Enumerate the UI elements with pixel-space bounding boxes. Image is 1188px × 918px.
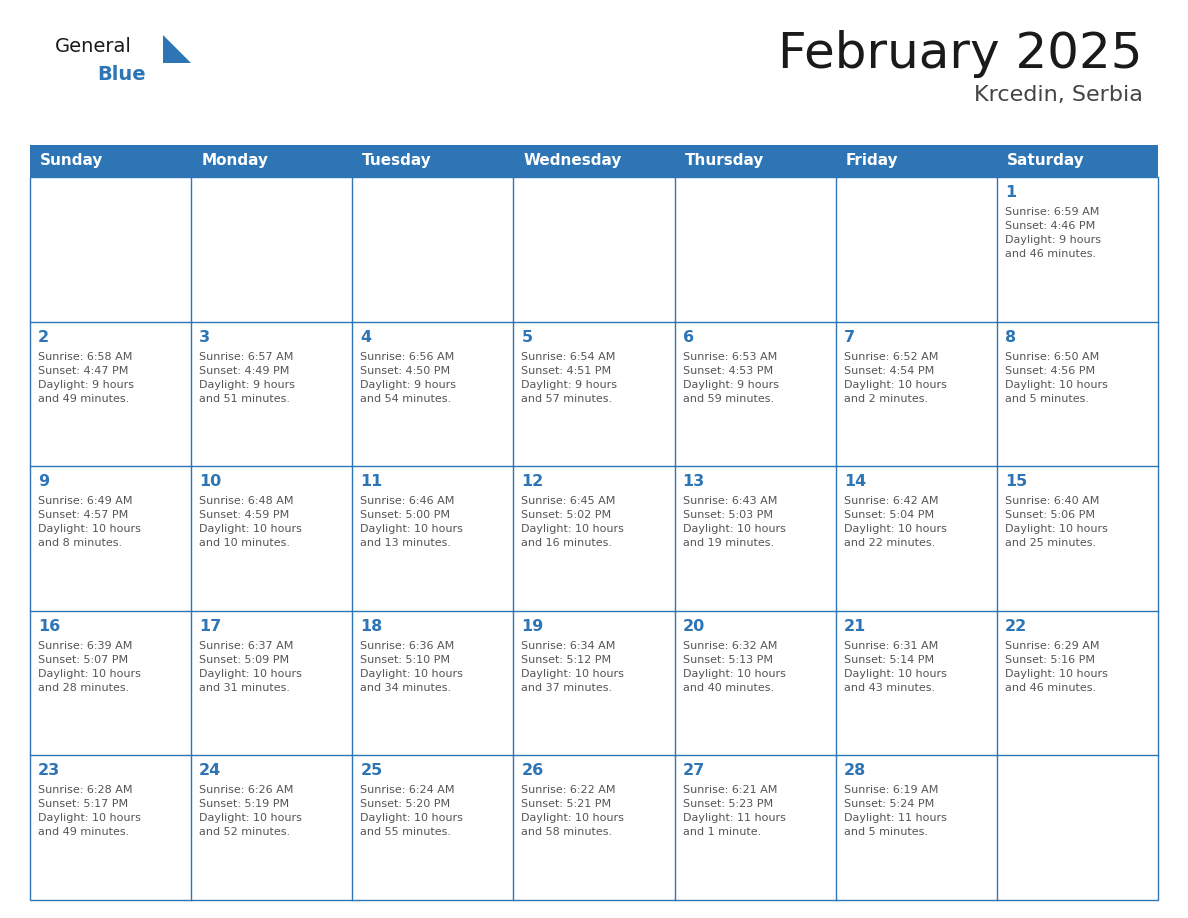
Text: 21: 21 bbox=[843, 619, 866, 633]
Text: Sunrise: 6:49 AM
Sunset: 4:57 PM
Daylight: 10 hours
and 8 minutes.: Sunrise: 6:49 AM Sunset: 4:57 PM Dayligh… bbox=[38, 497, 141, 548]
Text: 15: 15 bbox=[1005, 475, 1028, 489]
Text: 20: 20 bbox=[683, 619, 704, 633]
Text: Sunrise: 6:26 AM
Sunset: 5:19 PM
Daylight: 10 hours
and 52 minutes.: Sunrise: 6:26 AM Sunset: 5:19 PM Dayligh… bbox=[200, 786, 302, 837]
Polygon shape bbox=[163, 35, 191, 63]
Text: Sunrise: 6:21 AM
Sunset: 5:23 PM
Daylight: 11 hours
and 1 minute.: Sunrise: 6:21 AM Sunset: 5:23 PM Dayligh… bbox=[683, 786, 785, 837]
Text: Sunrise: 6:43 AM
Sunset: 5:03 PM
Daylight: 10 hours
and 19 minutes.: Sunrise: 6:43 AM Sunset: 5:03 PM Dayligh… bbox=[683, 497, 785, 548]
Text: 26: 26 bbox=[522, 764, 544, 778]
Text: 10: 10 bbox=[200, 475, 221, 489]
Text: General: General bbox=[55, 37, 132, 56]
Text: Sunrise: 6:53 AM
Sunset: 4:53 PM
Daylight: 9 hours
and 59 minutes.: Sunrise: 6:53 AM Sunset: 4:53 PM Dayligh… bbox=[683, 352, 778, 404]
Text: 2: 2 bbox=[38, 330, 49, 344]
Text: Tuesday: Tuesday bbox=[362, 153, 432, 169]
Text: Sunrise: 6:24 AM
Sunset: 5:20 PM
Daylight: 10 hours
and 55 minutes.: Sunrise: 6:24 AM Sunset: 5:20 PM Dayligh… bbox=[360, 786, 463, 837]
Text: 4: 4 bbox=[360, 330, 372, 344]
Text: 3: 3 bbox=[200, 330, 210, 344]
Text: Blue: Blue bbox=[97, 65, 146, 84]
Text: 27: 27 bbox=[683, 764, 704, 778]
Text: Sunrise: 6:52 AM
Sunset: 4:54 PM
Daylight: 10 hours
and 2 minutes.: Sunrise: 6:52 AM Sunset: 4:54 PM Dayligh… bbox=[843, 352, 947, 404]
Text: Sunrise: 6:39 AM
Sunset: 5:07 PM
Daylight: 10 hours
and 28 minutes.: Sunrise: 6:39 AM Sunset: 5:07 PM Dayligh… bbox=[38, 641, 141, 693]
Text: 5: 5 bbox=[522, 330, 532, 344]
Text: Sunrise: 6:28 AM
Sunset: 5:17 PM
Daylight: 10 hours
and 49 minutes.: Sunrise: 6:28 AM Sunset: 5:17 PM Dayligh… bbox=[38, 786, 141, 837]
Text: Sunrise: 6:36 AM
Sunset: 5:10 PM
Daylight: 10 hours
and 34 minutes.: Sunrise: 6:36 AM Sunset: 5:10 PM Dayligh… bbox=[360, 641, 463, 693]
Text: Sunrise: 6:56 AM
Sunset: 4:50 PM
Daylight: 9 hours
and 54 minutes.: Sunrise: 6:56 AM Sunset: 4:50 PM Dayligh… bbox=[360, 352, 456, 404]
Text: 6: 6 bbox=[683, 330, 694, 344]
Text: Friday: Friday bbox=[846, 153, 898, 169]
Text: Sunrise: 6:57 AM
Sunset: 4:49 PM
Daylight: 9 hours
and 51 minutes.: Sunrise: 6:57 AM Sunset: 4:49 PM Dayligh… bbox=[200, 352, 295, 404]
Text: Sunrise: 6:54 AM
Sunset: 4:51 PM
Daylight: 9 hours
and 57 minutes.: Sunrise: 6:54 AM Sunset: 4:51 PM Dayligh… bbox=[522, 352, 618, 404]
Text: 8: 8 bbox=[1005, 330, 1016, 344]
Text: Sunrise: 6:22 AM
Sunset: 5:21 PM
Daylight: 10 hours
and 58 minutes.: Sunrise: 6:22 AM Sunset: 5:21 PM Dayligh… bbox=[522, 786, 625, 837]
Text: Sunrise: 6:45 AM
Sunset: 5:02 PM
Daylight: 10 hours
and 16 minutes.: Sunrise: 6:45 AM Sunset: 5:02 PM Dayligh… bbox=[522, 497, 625, 548]
Text: 7: 7 bbox=[843, 330, 855, 344]
Text: Sunrise: 6:37 AM
Sunset: 5:09 PM
Daylight: 10 hours
and 31 minutes.: Sunrise: 6:37 AM Sunset: 5:09 PM Dayligh… bbox=[200, 641, 302, 693]
Text: Krcedin, Serbia: Krcedin, Serbia bbox=[974, 85, 1143, 105]
Text: Sunrise: 6:29 AM
Sunset: 5:16 PM
Daylight: 10 hours
and 46 minutes.: Sunrise: 6:29 AM Sunset: 5:16 PM Dayligh… bbox=[1005, 641, 1107, 693]
Text: Sunrise: 6:31 AM
Sunset: 5:14 PM
Daylight: 10 hours
and 43 minutes.: Sunrise: 6:31 AM Sunset: 5:14 PM Dayligh… bbox=[843, 641, 947, 693]
Text: 19: 19 bbox=[522, 619, 544, 633]
Text: 23: 23 bbox=[38, 764, 61, 778]
Bar bbox=[30, 177, 1158, 900]
Text: Sunrise: 6:42 AM
Sunset: 5:04 PM
Daylight: 10 hours
and 22 minutes.: Sunrise: 6:42 AM Sunset: 5:04 PM Dayligh… bbox=[843, 497, 947, 548]
Text: 9: 9 bbox=[38, 475, 49, 489]
Text: Monday: Monday bbox=[201, 153, 268, 169]
Text: Thursday: Thursday bbox=[684, 153, 764, 169]
Text: Sunrise: 6:58 AM
Sunset: 4:47 PM
Daylight: 9 hours
and 49 minutes.: Sunrise: 6:58 AM Sunset: 4:47 PM Dayligh… bbox=[38, 352, 134, 404]
Text: Wednesday: Wednesday bbox=[524, 153, 621, 169]
Text: Sunrise: 6:19 AM
Sunset: 5:24 PM
Daylight: 11 hours
and 5 minutes.: Sunrise: 6:19 AM Sunset: 5:24 PM Dayligh… bbox=[843, 786, 947, 837]
Text: Sunrise: 6:59 AM
Sunset: 4:46 PM
Daylight: 9 hours
and 46 minutes.: Sunrise: 6:59 AM Sunset: 4:46 PM Dayligh… bbox=[1005, 207, 1101, 259]
Text: Sunrise: 6:32 AM
Sunset: 5:13 PM
Daylight: 10 hours
and 40 minutes.: Sunrise: 6:32 AM Sunset: 5:13 PM Dayligh… bbox=[683, 641, 785, 693]
Text: February 2025: February 2025 bbox=[778, 30, 1143, 78]
Text: 24: 24 bbox=[200, 764, 221, 778]
Bar bbox=[30, 145, 1158, 177]
Text: 22: 22 bbox=[1005, 619, 1028, 633]
Text: 28: 28 bbox=[843, 764, 866, 778]
Text: Sunrise: 6:46 AM
Sunset: 5:00 PM
Daylight: 10 hours
and 13 minutes.: Sunrise: 6:46 AM Sunset: 5:00 PM Dayligh… bbox=[360, 497, 463, 548]
Text: 17: 17 bbox=[200, 619, 221, 633]
Text: 25: 25 bbox=[360, 764, 383, 778]
Text: Saturday: Saturday bbox=[1007, 153, 1085, 169]
Text: 1: 1 bbox=[1005, 185, 1016, 200]
Text: 18: 18 bbox=[360, 619, 383, 633]
Text: 14: 14 bbox=[843, 475, 866, 489]
Text: Sunrise: 6:48 AM
Sunset: 4:59 PM
Daylight: 10 hours
and 10 minutes.: Sunrise: 6:48 AM Sunset: 4:59 PM Dayligh… bbox=[200, 497, 302, 548]
Text: 16: 16 bbox=[38, 619, 61, 633]
Text: 11: 11 bbox=[360, 475, 383, 489]
Text: Sunday: Sunday bbox=[40, 153, 103, 169]
Text: 12: 12 bbox=[522, 475, 544, 489]
Text: 13: 13 bbox=[683, 475, 704, 489]
Text: Sunrise: 6:34 AM
Sunset: 5:12 PM
Daylight: 10 hours
and 37 minutes.: Sunrise: 6:34 AM Sunset: 5:12 PM Dayligh… bbox=[522, 641, 625, 693]
Text: Sunrise: 6:50 AM
Sunset: 4:56 PM
Daylight: 10 hours
and 5 minutes.: Sunrise: 6:50 AM Sunset: 4:56 PM Dayligh… bbox=[1005, 352, 1107, 404]
Text: Sunrise: 6:40 AM
Sunset: 5:06 PM
Daylight: 10 hours
and 25 minutes.: Sunrise: 6:40 AM Sunset: 5:06 PM Dayligh… bbox=[1005, 497, 1107, 548]
